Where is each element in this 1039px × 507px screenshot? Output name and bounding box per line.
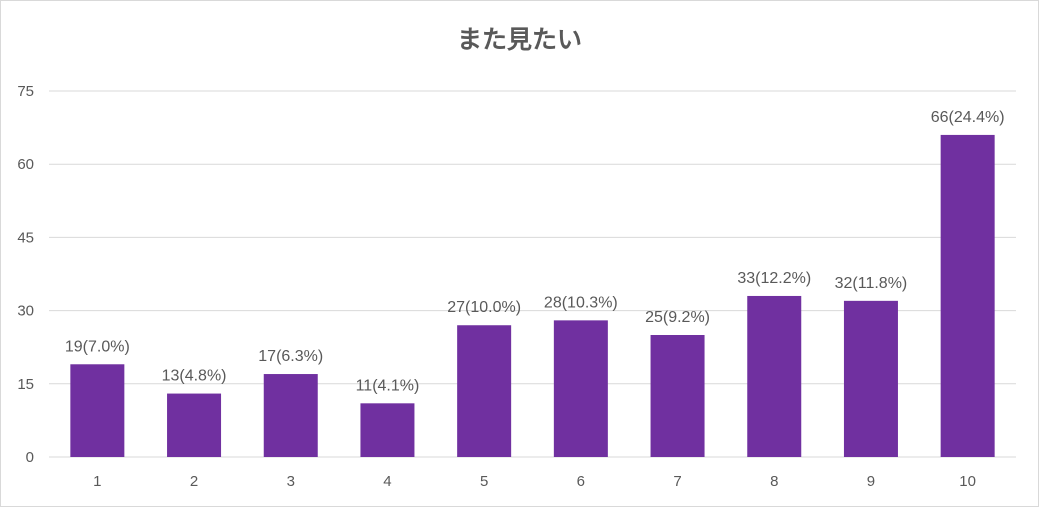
- data-label: 13(4.8%): [162, 368, 227, 385]
- x-tick-label: 1: [93, 473, 101, 490]
- x-tick-label: 4: [383, 473, 391, 490]
- y-tick-label: 75: [17, 83, 34, 100]
- x-tick-label: 7: [673, 473, 681, 490]
- bar: [360, 403, 415, 457]
- x-axis-ticks: 1 2 3 4 5 6 7 8 9 10: [93, 473, 976, 490]
- bar: [70, 364, 125, 457]
- x-tick-label: 6: [577, 473, 585, 490]
- data-label: 66(24.4%): [931, 109, 1005, 126]
- data-label: 27(10.0%): [447, 299, 521, 316]
- x-tick-label: 2: [190, 473, 198, 490]
- x-tick-label: 10: [959, 473, 976, 490]
- y-tick-label: 60: [17, 156, 34, 173]
- y-tick-label: 15: [17, 376, 34, 393]
- x-tick-label: 8: [770, 473, 778, 490]
- chart-title: また見たい: [456, 25, 582, 54]
- bar: [650, 335, 705, 457]
- bar: [167, 393, 222, 457]
- bar: [263, 374, 318, 457]
- x-tick-label: 5: [480, 473, 488, 490]
- x-tick-label: 3: [287, 473, 295, 490]
- data-labels: 19(7.0%) 13(4.8%) 17(6.3%) 11(4.1%) 27(10.0%…: [65, 109, 1005, 394]
- data-label: 25(9.2%): [645, 309, 710, 326]
- y-tick-label: 45: [17, 229, 34, 246]
- bars: [70, 134, 995, 458]
- bar: [553, 320, 608, 457]
- data-label: 32(11.8%): [835, 275, 908, 292]
- bar: [940, 134, 995, 458]
- data-label: 28(10.3%): [544, 294, 618, 311]
- x-tick-label: 9: [867, 473, 875, 490]
- y-tick-label: 30: [17, 303, 34, 320]
- y-axis-ticks: 0 15 30 45 60 75: [17, 83, 34, 466]
- bar: [843, 300, 898, 457]
- data-label: 11(4.1%): [356, 377, 420, 394]
- data-label: 33(12.2%): [737, 270, 811, 287]
- data-label: 17(6.3%): [258, 348, 323, 365]
- bar: [747, 295, 802, 457]
- data-label: 19(7.0%): [65, 338, 130, 355]
- y-tick-label: 0: [26, 449, 34, 466]
- bar: [457, 325, 512, 457]
